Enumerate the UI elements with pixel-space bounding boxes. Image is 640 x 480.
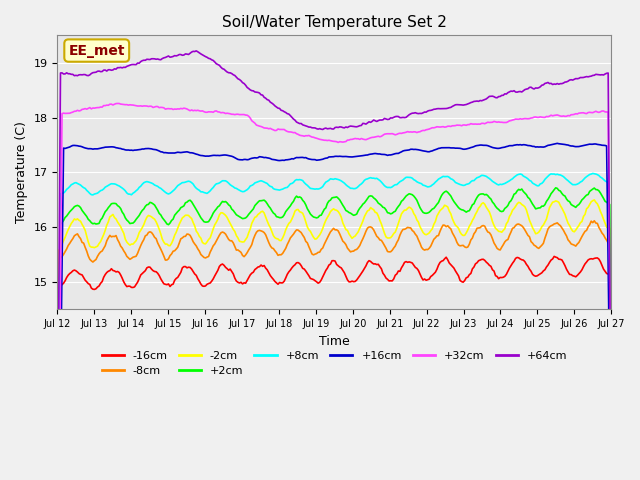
+32cm: [298, 133, 305, 139]
X-axis label: Time: Time: [319, 335, 349, 348]
+8cm: [219, 178, 227, 184]
+2cm: [578, 197, 586, 203]
+16cm: [578, 143, 586, 149]
+8cm: [122, 188, 129, 194]
+32cm: [220, 110, 228, 116]
+2cm: [607, 427, 615, 432]
Line: +2cm: +2cm: [58, 188, 611, 480]
Line: -2cm: -2cm: [58, 200, 611, 480]
+32cm: [248, 118, 255, 124]
-2cm: [246, 226, 254, 232]
-8cm: [577, 237, 584, 242]
+64cm: [239, 80, 246, 85]
-8cm: [296, 228, 303, 234]
-8cm: [591, 218, 598, 224]
-2cm: [591, 197, 598, 203]
+8cm: [577, 179, 584, 185]
Line: +8cm: +8cm: [58, 173, 611, 480]
+64cm: [578, 75, 586, 81]
+16cm: [246, 156, 254, 162]
+2cm: [237, 215, 245, 221]
-16cm: [296, 261, 303, 266]
+16cm: [237, 157, 245, 163]
+2cm: [122, 215, 129, 221]
+2cm: [246, 210, 254, 216]
-16cm: [578, 267, 586, 273]
Line: +16cm: +16cm: [58, 144, 611, 480]
+16cm: [554, 141, 561, 146]
-16cm: [246, 272, 254, 278]
+2cm: [296, 194, 303, 200]
-2cm: [237, 239, 245, 245]
-16cm: [219, 261, 227, 267]
+32cm: [578, 110, 586, 116]
+16cm: [219, 152, 227, 158]
+32cm: [123, 102, 131, 108]
+2cm: [219, 199, 227, 204]
-16cm: [237, 279, 245, 285]
+32cm: [607, 440, 615, 446]
+32cm: [114, 101, 122, 107]
Title: Soil/Water Temperature Set 2: Soil/Water Temperature Set 2: [222, 15, 447, 30]
-16cm: [122, 282, 129, 288]
Line: -8cm: -8cm: [58, 221, 611, 480]
+16cm: [122, 147, 129, 153]
-2cm: [122, 236, 129, 242]
+32cm: [239, 112, 246, 118]
Line: -16cm: -16cm: [58, 256, 611, 480]
-16cm: [550, 253, 558, 259]
+8cm: [237, 188, 245, 194]
-2cm: [219, 210, 227, 216]
Line: +32cm: +32cm: [58, 104, 611, 480]
Legend: -16cm, -8cm, -2cm, +2cm, +8cm, +16cm, +32cm, +64cm: -16cm, -8cm, -2cm, +2cm, +8cm, +16cm, +3…: [97, 346, 572, 381]
+8cm: [589, 170, 596, 176]
Line: +64cm: +64cm: [58, 51, 611, 480]
-8cm: [219, 229, 227, 235]
-8cm: [246, 245, 254, 251]
+8cm: [246, 183, 254, 189]
+16cm: [296, 155, 303, 160]
+64cm: [220, 66, 228, 72]
+64cm: [248, 88, 255, 94]
+8cm: [296, 177, 303, 182]
+64cm: [122, 64, 129, 70]
-8cm: [122, 250, 129, 256]
-8cm: [237, 250, 245, 255]
+64cm: [193, 48, 200, 54]
+64cm: [298, 120, 305, 126]
Y-axis label: Temperature (C): Temperature (C): [15, 121, 28, 223]
+2cm: [552, 185, 559, 191]
-2cm: [296, 209, 303, 215]
-2cm: [577, 220, 584, 226]
Text: EE_met: EE_met: [68, 44, 125, 58]
